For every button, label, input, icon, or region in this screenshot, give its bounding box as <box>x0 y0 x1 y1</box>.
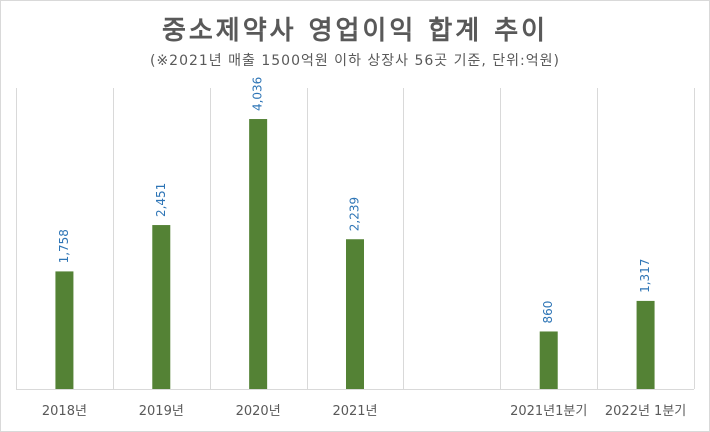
bar <box>55 271 74 389</box>
bar <box>249 119 268 390</box>
bar <box>539 331 558 389</box>
data-label: 1,758 <box>57 229 71 263</box>
chart-subtitle: (※2021년 매출 1500억원 이하 상장사 56곳 기준, 단위:억원) <box>149 53 560 69</box>
data-label: 4,036 <box>251 77 265 111</box>
bar <box>346 239 364 389</box>
bar <box>152 225 171 389</box>
chart-title: 중소제약사 영업이익 합계 추이 <box>161 16 549 46</box>
x-tick-label: 2018년 <box>42 404 87 419</box>
x-tick-label: 2020년 <box>236 404 281 419</box>
x-tick-label: 2022년 1분기 <box>605 404 686 419</box>
data-label: 2,451 <box>154 183 168 217</box>
data-label: 2,239 <box>348 197 362 231</box>
x-tick-label: 2021년 <box>332 404 377 419</box>
bar <box>636 300 655 389</box>
x-tick-label: 2019년 <box>139 404 184 419</box>
data-label: 860 <box>541 301 555 324</box>
x-tick-label: 2021년1분기 <box>510 404 587 419</box>
data-label: 1,317 <box>638 259 652 293</box>
